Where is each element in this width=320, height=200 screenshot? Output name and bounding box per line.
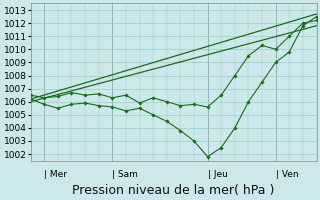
X-axis label: Pression niveau de la mer( hPa ): Pression niveau de la mer( hPa )	[72, 184, 275, 197]
